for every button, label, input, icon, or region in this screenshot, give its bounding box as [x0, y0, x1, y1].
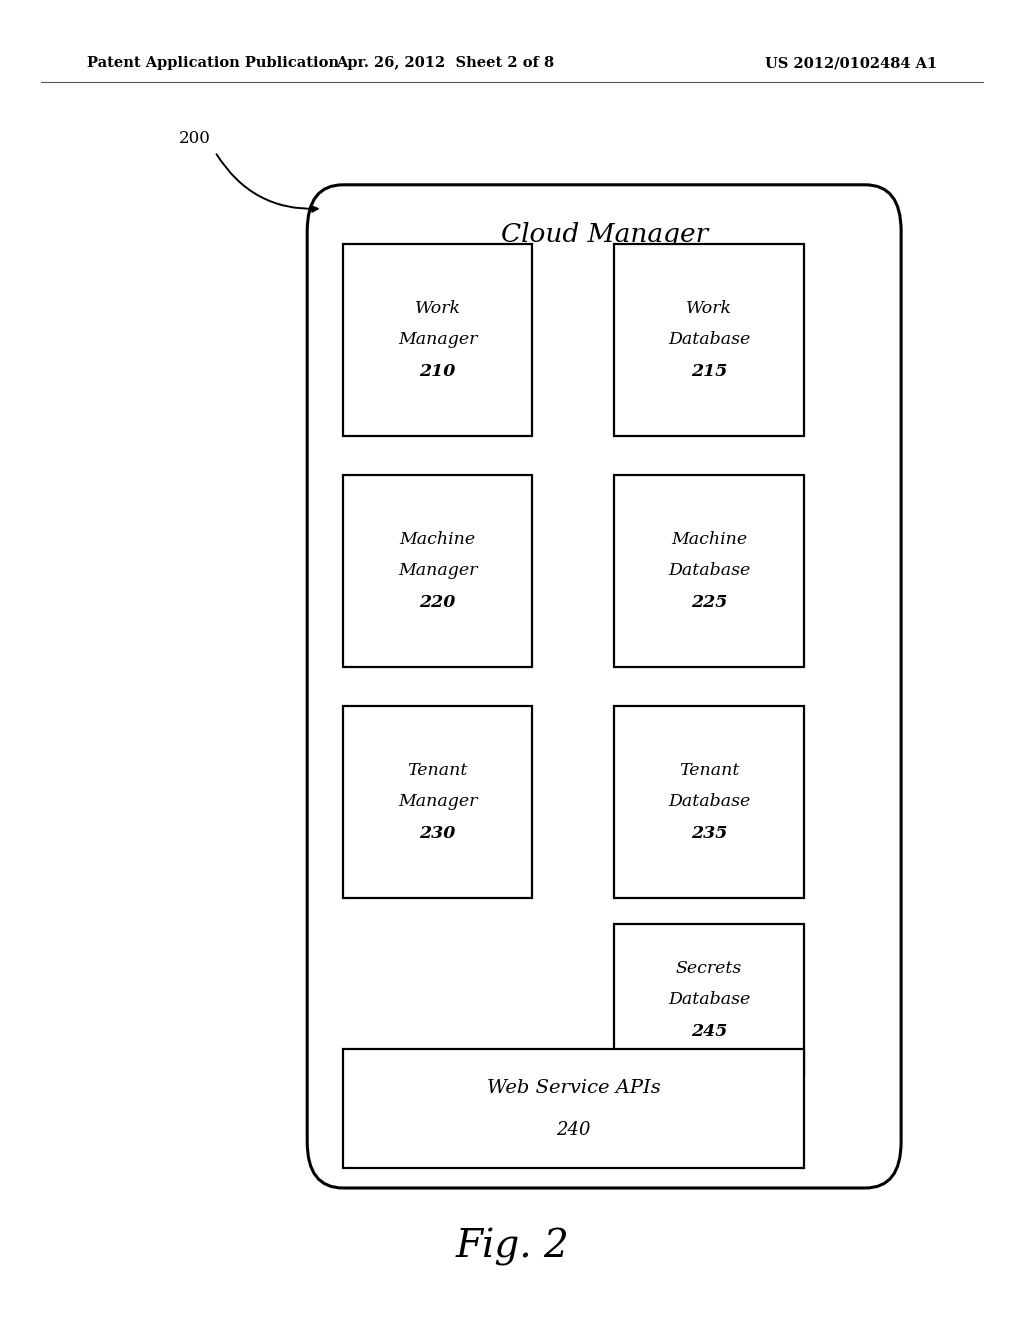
Text: 220: 220	[420, 594, 456, 611]
Text: Cloud Manager: Cloud Manager	[501, 223, 708, 247]
Text: Database: Database	[668, 793, 751, 810]
Text: Machine: Machine	[399, 531, 476, 548]
Text: Manager: Manager	[398, 562, 477, 579]
Text: 200: 200	[179, 131, 211, 147]
Text: Database: Database	[668, 991, 751, 1008]
Text: 235: 235	[691, 825, 727, 842]
Text: Apr. 26, 2012  Sheet 2 of 8: Apr. 26, 2012 Sheet 2 of 8	[336, 57, 555, 70]
FancyBboxPatch shape	[343, 1049, 804, 1168]
FancyBboxPatch shape	[614, 706, 804, 898]
Text: Tenant: Tenant	[408, 762, 468, 779]
FancyBboxPatch shape	[343, 475, 532, 667]
Text: 245: 245	[691, 1023, 727, 1040]
Text: 240: 240	[556, 1121, 591, 1139]
Text: 230: 230	[420, 825, 456, 842]
Text: Secrets: Secrets	[676, 960, 742, 977]
Text: Fig. 2: Fig. 2	[455, 1229, 569, 1266]
FancyBboxPatch shape	[307, 185, 901, 1188]
Text: Database: Database	[668, 331, 751, 348]
Text: Manager: Manager	[398, 793, 477, 810]
FancyBboxPatch shape	[343, 706, 532, 898]
Text: Work: Work	[415, 300, 461, 317]
Text: Tenant: Tenant	[679, 762, 739, 779]
Text: Work: Work	[686, 300, 732, 317]
Text: Patent Application Publication: Patent Application Publication	[87, 57, 339, 70]
Text: Web Service APIs: Web Service APIs	[486, 1078, 660, 1097]
FancyBboxPatch shape	[343, 244, 532, 436]
Text: 215: 215	[691, 363, 727, 380]
Text: 225: 225	[691, 594, 727, 611]
Text: Manager: Manager	[398, 331, 477, 348]
Text: US 2012/0102484 A1: US 2012/0102484 A1	[765, 57, 937, 70]
FancyBboxPatch shape	[614, 475, 804, 667]
Text: 210: 210	[420, 363, 456, 380]
FancyBboxPatch shape	[614, 924, 804, 1076]
Text: Machine: Machine	[671, 531, 748, 548]
Text: Database: Database	[668, 562, 751, 579]
FancyBboxPatch shape	[614, 244, 804, 436]
